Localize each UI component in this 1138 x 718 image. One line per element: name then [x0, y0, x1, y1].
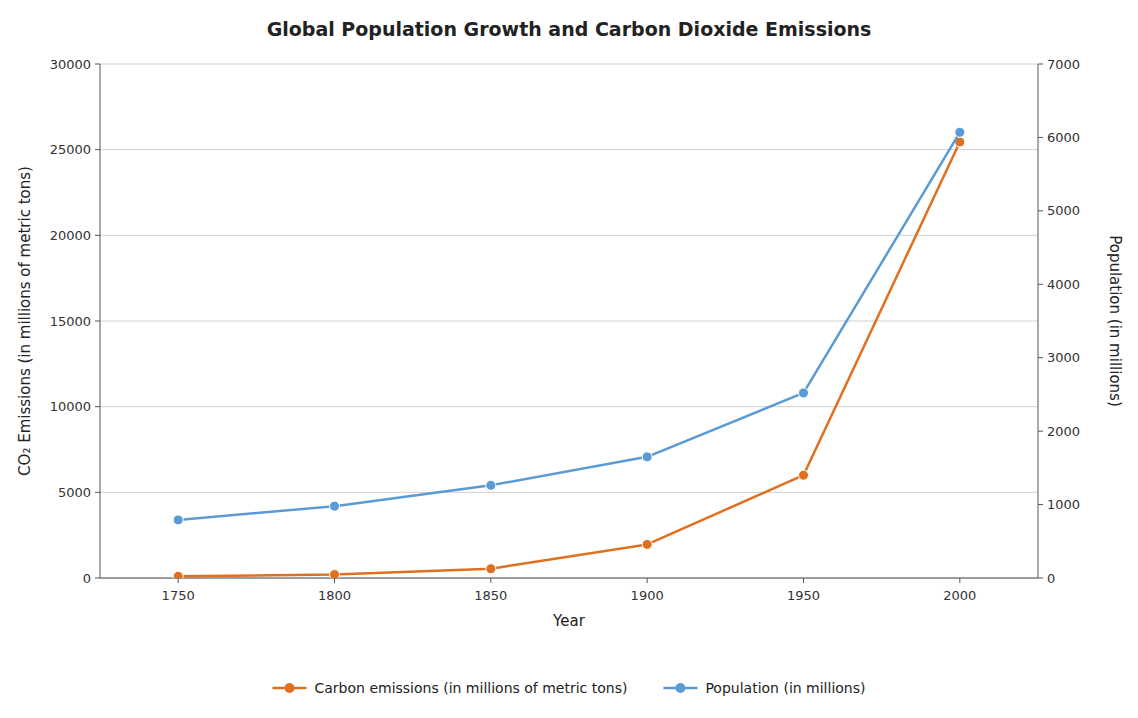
- y-tick-label: 15000: [50, 314, 91, 329]
- legend-label: Carbon emissions (in millions of metric …: [315, 680, 628, 696]
- y-tick-label: 0: [83, 571, 91, 586]
- y-tick-label: 30000: [50, 57, 91, 72]
- x-tick-label: 1900: [631, 588, 664, 603]
- chart-svg: Global Population Growth and Carbon Diox…: [0, 0, 1138, 718]
- legend: Carbon emissions (in millions of metric …: [273, 680, 866, 696]
- legend-item: Carbon emissions (in millions of metric …: [273, 680, 628, 696]
- series-marker: [642, 452, 652, 462]
- series-marker: [642, 539, 652, 549]
- series-marker: [330, 570, 340, 578]
- y2-axis-line: [1038, 64, 1039, 578]
- series-marker: [486, 564, 496, 574]
- x-tick: [490, 578, 491, 583]
- y-axis-line: [100, 64, 101, 578]
- x-axis-line: [100, 578, 1038, 579]
- y2-tick: [1038, 578, 1043, 579]
- chart-container: Global Population Growth and Carbon Diox…: [0, 0, 1138, 718]
- grid-line: [100, 321, 1038, 322]
- y-tick: [95, 492, 100, 493]
- x-tick: [959, 578, 960, 583]
- x-tick: [803, 578, 804, 583]
- x-tick-label: 2000: [943, 588, 976, 603]
- y2-axis-label: Population (in millions): [1106, 235, 1124, 407]
- y2-tick-label: 1000: [1047, 497, 1080, 512]
- x-tick-label: 1950: [787, 588, 820, 603]
- y-tick: [95, 321, 100, 322]
- y-tick-label: 20000: [50, 228, 91, 243]
- series-line: [178, 142, 960, 576]
- x-tick-label: 1850: [474, 588, 507, 603]
- x-tick: [334, 578, 335, 583]
- series-line: [178, 132, 960, 520]
- x-tick: [647, 578, 648, 583]
- series-marker: [173, 571, 183, 578]
- y2-tick-label: 4000: [1047, 277, 1080, 292]
- title: Global Population Growth and Carbon Diox…: [267, 18, 872, 40]
- series-marker: [799, 470, 809, 480]
- grid-line: [100, 492, 1038, 493]
- x-tick-label: 1750: [162, 588, 195, 603]
- legend-marker: [675, 683, 685, 693]
- y2-tick: [1038, 431, 1043, 432]
- y-axis-label: CO₂ Emissions (in millions of metric ton…: [16, 166, 34, 476]
- y-tick-label: 5000: [58, 485, 91, 500]
- grid-line: [100, 64, 1038, 65]
- y-tick: [95, 235, 100, 236]
- y2-tick-label: 3000: [1047, 350, 1080, 365]
- axes: 0 5000 10000 15000 20000 25000 30000 0 1000 2000 3…: [50, 57, 1080, 604]
- y-tick: [95, 406, 100, 407]
- y-tick-label: 25000: [50, 142, 91, 157]
- plot-data: [173, 127, 965, 578]
- y-tick: [95, 64, 100, 65]
- legend-label: Population (in millions): [705, 680, 865, 696]
- x-tick-label: 1800: [318, 588, 351, 603]
- y-tick-label: 10000: [50, 399, 91, 414]
- x-axis-label: Year: [552, 612, 586, 630]
- legend-marker: [285, 683, 295, 693]
- y2-tick-label: 6000: [1047, 130, 1080, 145]
- series-marker: [330, 501, 340, 511]
- y2-tick-label: 0: [1047, 571, 1055, 586]
- x-tick: [178, 578, 179, 583]
- series-marker: [173, 515, 183, 525]
- y2-tick: [1038, 357, 1043, 358]
- grid-line: [100, 406, 1038, 407]
- grid: [100, 64, 1038, 578]
- y2-tick: [1038, 64, 1043, 65]
- legend-item: Population (in millions): [663, 680, 865, 696]
- y-tick: [95, 149, 100, 150]
- grid-line: [100, 578, 1038, 579]
- y2-tick: [1038, 137, 1043, 138]
- series-marker: [799, 388, 809, 398]
- y-tick: [95, 578, 100, 579]
- series-marker: [486, 480, 496, 490]
- y2-tick: [1038, 210, 1043, 211]
- y2-tick-label: 7000: [1047, 57, 1080, 72]
- y2-tick: [1038, 284, 1043, 285]
- grid-line: [100, 149, 1038, 150]
- series-marker: [955, 127, 965, 137]
- y2-tick-label: 5000: [1047, 203, 1080, 218]
- y2-tick: [1038, 504, 1043, 505]
- y2-tick-label: 2000: [1047, 424, 1080, 439]
